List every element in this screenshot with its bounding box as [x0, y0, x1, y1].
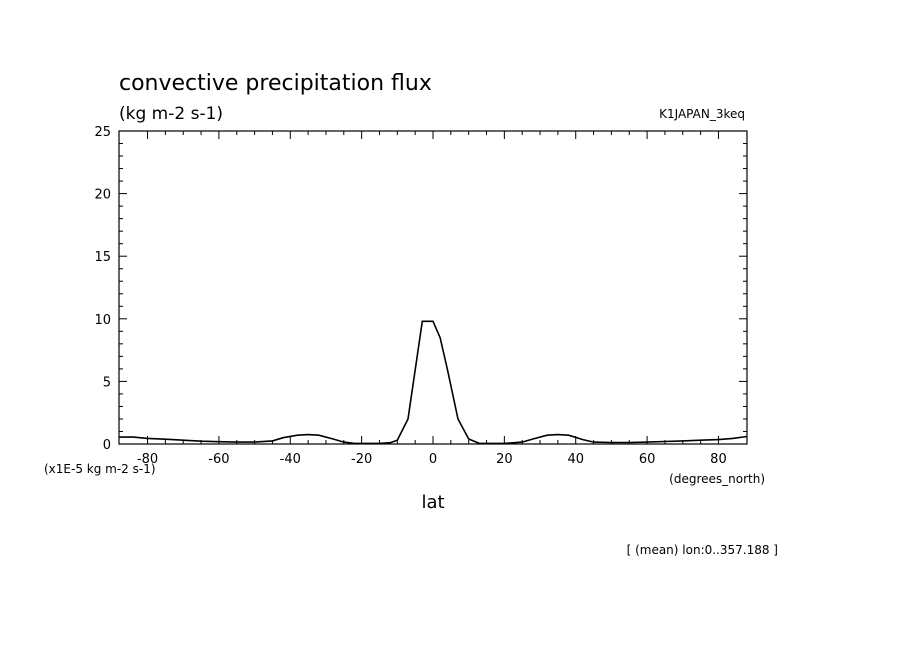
chart-title: convective precipitation flux [119, 71, 432, 96]
y-tick-label: 20 [94, 188, 111, 203]
y-tick-label: 5 [103, 375, 111, 390]
x-tick-label: -80 [137, 452, 158, 467]
x-units-label: (degrees_north) [669, 472, 765, 486]
footnote: [ (mean) lon:0..357.188 ] [627, 543, 778, 557]
series-line [119, 320, 748, 445]
plot-frame [118, 130, 748, 445]
run-label: K1JAPAN_3keq [659, 107, 745, 121]
x-tick-label: -20 [351, 452, 372, 467]
tick-marks [119, 130, 747, 445]
x-tick-label: 20 [496, 452, 513, 467]
y-scale-label: (x1E-5 kg m-2 s-1) [44, 462, 156, 476]
x-tick-label: -60 [208, 452, 229, 467]
chart-subtitle: (kg m-2 s-1) [119, 104, 223, 124]
y-tick-label: 15 [94, 250, 111, 265]
x-axis-label: lat [421, 492, 444, 513]
tick-labels: -80 -60 -40 -20 0 20 40 60 80 0 5 10 15 20 25 [94, 125, 726, 467]
x-tick-label: -40 [280, 452, 301, 467]
series-layer [119, 320, 748, 445]
y-tick-label: 25 [94, 125, 111, 140]
x-tick-label: 60 [639, 452, 656, 467]
x-tick-label: 80 [710, 452, 727, 467]
x-tick-label: 40 [567, 452, 584, 467]
y-tick-label: 0 [103, 438, 111, 453]
x-tick-label: 0 [429, 452, 437, 467]
y-tick-label: 10 [94, 313, 111, 328]
